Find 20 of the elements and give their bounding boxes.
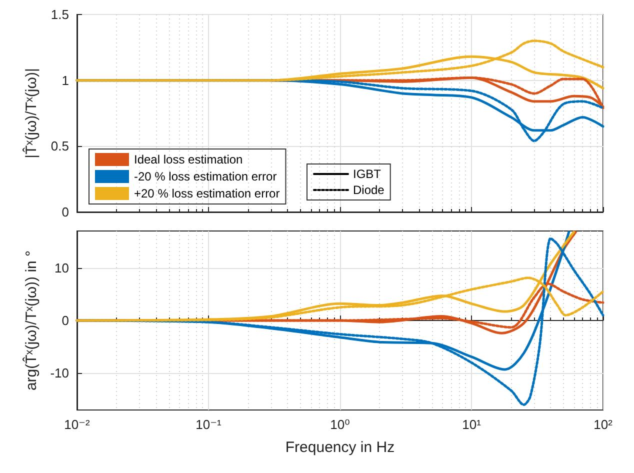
- y-axis-title: |T̂ˣ(jω)/Tˣ(jω)|: [22, 68, 40, 158]
- x-tick-label: 10¹: [462, 417, 482, 432]
- y-axis-title: arg(T̂ˣ(jω)/Tˣ(jω)) in °: [22, 250, 40, 391]
- x-tick-label: 10⁻²: [64, 417, 90, 432]
- y-tick-label: 1.5: [50, 7, 69, 22]
- legend-label: -20 % loss estimation error: [134, 170, 277, 184]
- legend-label: IGBT: [353, 167, 382, 181]
- x-tick-label: 10⁻¹: [196, 417, 222, 432]
- y-tick-label: 0: [62, 313, 69, 328]
- y-tick-label: 10: [54, 260, 69, 276]
- x-tick-label: 10²: [594, 417, 614, 432]
- x-tick-label: 10⁰: [330, 417, 350, 432]
- y-tick-label: -10: [50, 366, 69, 381]
- y-tick-label: 0.5: [50, 138, 69, 154]
- legend-label: Ideal loss estimation: [134, 152, 243, 166]
- y-tick-label: 0: [62, 204, 69, 220]
- legend-label: +20 % loss estimation error: [134, 186, 280, 200]
- y-tick-label: 1: [62, 72, 69, 88]
- x-axis-title: Frequency in Hz: [285, 439, 395, 456]
- legend-label: Diode: [353, 183, 385, 197]
